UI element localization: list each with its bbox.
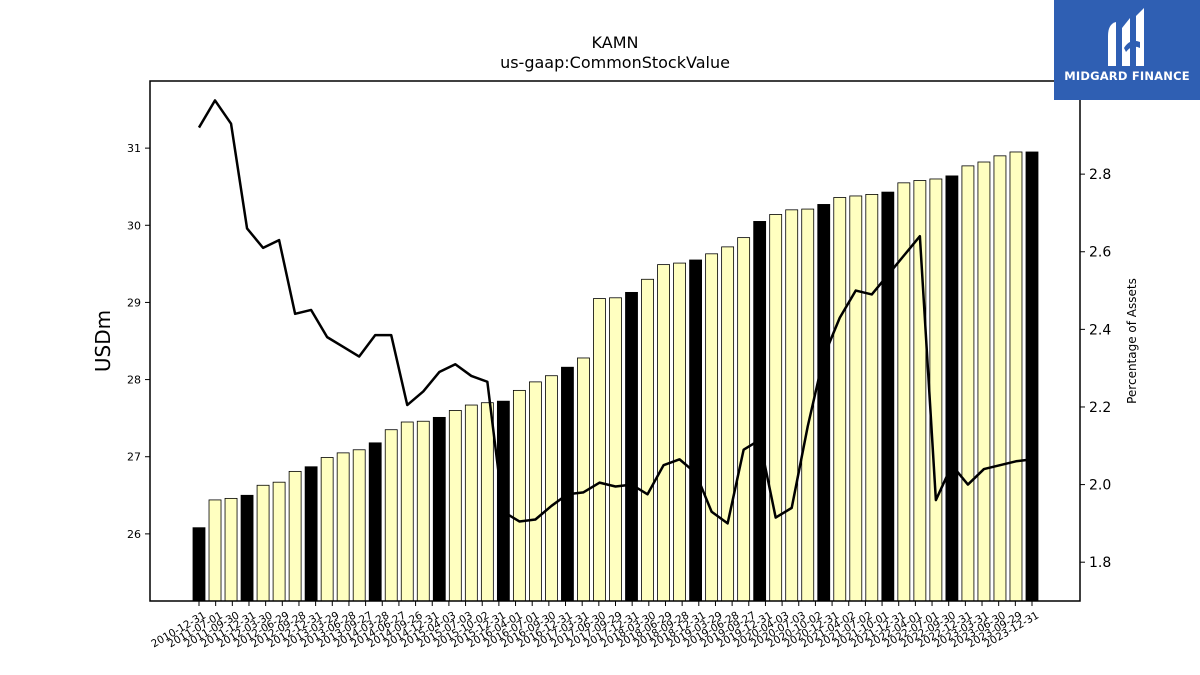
bar bbox=[384, 429, 398, 602]
bar bbox=[897, 182, 911, 602]
bar bbox=[545, 375, 558, 602]
bar bbox=[593, 298, 606, 602]
chart-subtitle: us-gaap:CommonStockValue bbox=[500, 53, 730, 72]
y2-tick-label: 2.8 bbox=[1089, 167, 1111, 183]
bar bbox=[1025, 151, 1039, 602]
chart-title: KAMN bbox=[592, 33, 639, 52]
bar bbox=[609, 297, 622, 602]
percentage-of-assets-line bbox=[197, 99, 1033, 525]
bar bbox=[288, 470, 302, 602]
left-axis: 26 27 28 29 30 31 bbox=[127, 142, 150, 541]
bar bbox=[929, 178, 943, 602]
bar bbox=[577, 357, 590, 602]
bar bbox=[224, 497, 238, 602]
y-tick-label: 31 bbox=[127, 142, 141, 155]
bar bbox=[961, 165, 975, 602]
x-axis: 2010-12-312011-07-012011-09-302011-12-31… bbox=[149, 601, 1041, 650]
bar bbox=[673, 262, 686, 602]
bar bbox=[849, 195, 863, 602]
bar bbox=[561, 366, 574, 602]
y2-tick-label: 1.8 bbox=[1089, 555, 1111, 571]
bar bbox=[272, 481, 286, 602]
y-tick-label: 27 bbox=[127, 451, 141, 464]
y-axis-label: USDm bbox=[91, 310, 115, 372]
bar bbox=[1009, 151, 1023, 602]
y-tick-label: 30 bbox=[127, 219, 141, 232]
bar bbox=[945, 175, 959, 602]
midgard-finance-logo-icon bbox=[1108, 8, 1144, 66]
bar bbox=[977, 161, 991, 602]
bar bbox=[817, 204, 831, 602]
bar bbox=[625, 291, 638, 602]
bar bbox=[657, 264, 670, 602]
bar bbox=[689, 259, 702, 602]
bar bbox=[769, 214, 783, 602]
bar bbox=[753, 221, 767, 602]
bar bbox=[641, 278, 654, 602]
bar bbox=[400, 421, 414, 602]
brand-logo: MIDGARD FINANCE bbox=[1054, 0, 1200, 100]
bar bbox=[721, 246, 735, 602]
bar bbox=[737, 237, 751, 602]
bar bbox=[529, 381, 542, 602]
bar bbox=[352, 449, 366, 602]
bar bbox=[993, 155, 1007, 602]
line-series bbox=[197, 99, 1033, 525]
bar bbox=[432, 416, 446, 602]
bar bbox=[480, 402, 494, 602]
bar bbox=[208, 499, 222, 602]
bar bbox=[833, 197, 847, 602]
y2-axis-label: Percentage of Assets bbox=[1125, 278, 1139, 404]
y-tick-label: 28 bbox=[127, 374, 141, 387]
bar bbox=[705, 253, 719, 602]
bar bbox=[865, 194, 879, 602]
bar bbox=[368, 442, 382, 602]
bar bbox=[416, 420, 430, 602]
y2-tick-label: 2.2 bbox=[1089, 400, 1111, 416]
right-axis: 1.8 2.0 2.2 2.4 2.6 2.8 bbox=[1080, 167, 1111, 571]
bar bbox=[448, 410, 462, 602]
bar bbox=[336, 452, 350, 602]
y2-tick-label: 2.6 bbox=[1089, 245, 1111, 261]
bar bbox=[256, 484, 270, 602]
bar bbox=[240, 494, 254, 602]
bar bbox=[192, 527, 206, 602]
y2-tick-label: 2.0 bbox=[1089, 478, 1111, 494]
brand-name: MIDGARD FINANCE bbox=[1064, 69, 1190, 83]
y2-tick-label: 2.4 bbox=[1089, 322, 1111, 338]
bar bbox=[464, 404, 478, 602]
bar bbox=[320, 457, 334, 602]
bar bbox=[785, 209, 799, 602]
bar bbox=[512, 389, 526, 602]
bar bbox=[881, 191, 895, 602]
bar bbox=[496, 400, 510, 602]
bar-series bbox=[192, 151, 1039, 602]
bar bbox=[304, 466, 318, 602]
y-tick-label: 26 bbox=[127, 528, 141, 541]
y-tick-label: 29 bbox=[127, 296, 141, 309]
